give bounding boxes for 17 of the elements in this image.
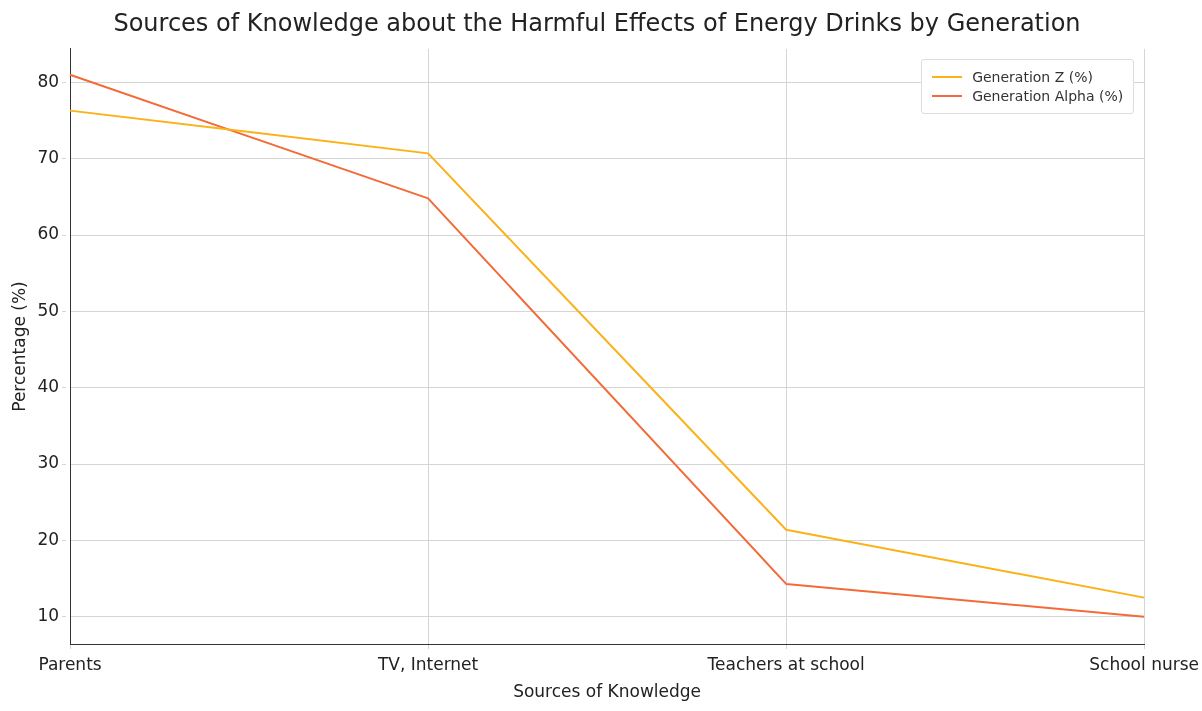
- y-tick-label: 50: [37, 299, 60, 320]
- y-tick-label: 80: [37, 70, 60, 91]
- y-tick-label: 40: [37, 376, 60, 397]
- legend-label: Generation Z (%): [972, 68, 1093, 85]
- y-tick-label: 70: [37, 147, 60, 168]
- x-tick-label: Parents: [38, 653, 102, 674]
- y-tick-label: 60: [37, 223, 60, 244]
- y-axis-title: Percentage (%): [8, 281, 29, 412]
- x-tick-label: Teachers at school: [706, 653, 865, 674]
- y-tick-label: 20: [37, 528, 60, 549]
- x-tick-label: School nurse: [1089, 653, 1199, 674]
- legend-label: Generation Alpha (%): [972, 87, 1124, 104]
- x-axis-title: Sources of Knowledge: [513, 681, 702, 702]
- y-tick-label: 10: [37, 605, 60, 626]
- x-tick-label: TV, Internet: [376, 653, 479, 674]
- chart-title: Sources of Knowledge about the Harmful Effects of Energy Drinks by Generation: [113, 8, 1081, 37]
- y-tick-label: 30: [37, 452, 60, 473]
